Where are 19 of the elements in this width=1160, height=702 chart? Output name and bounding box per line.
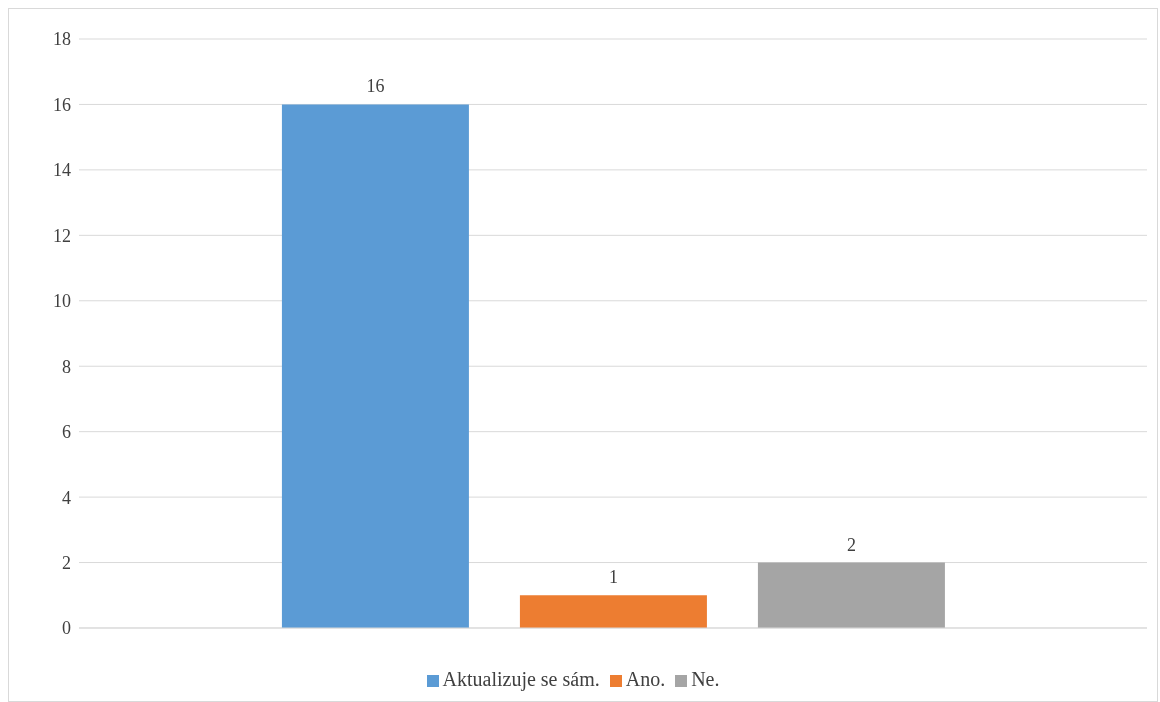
bar [757, 562, 945, 628]
legend-label: Ano. [625, 668, 666, 690]
y-tick-label: 6 [62, 422, 71, 443]
y-tick-label: 8 [62, 356, 71, 377]
y-tick-label: 2 [62, 552, 71, 573]
legend-label: Ne. [691, 668, 720, 690]
data-label: 2 [846, 534, 856, 555]
y-tick-label: 16 [53, 94, 71, 115]
y-tick-label: 14 [53, 160, 71, 181]
y-tick-label: 18 [53, 29, 71, 50]
y-tick-label: 0 [62, 618, 71, 639]
y-tick-label: 4 [62, 487, 71, 508]
bar [519, 595, 707, 628]
y-tick-label: 12 [53, 225, 71, 246]
bar [281, 104, 469, 628]
data-label: 16 [366, 76, 385, 97]
data-label: 1 [608, 567, 618, 588]
legend-label: Aktualizuje se sám. [442, 668, 600, 690]
y-tick-label: 10 [53, 291, 71, 312]
